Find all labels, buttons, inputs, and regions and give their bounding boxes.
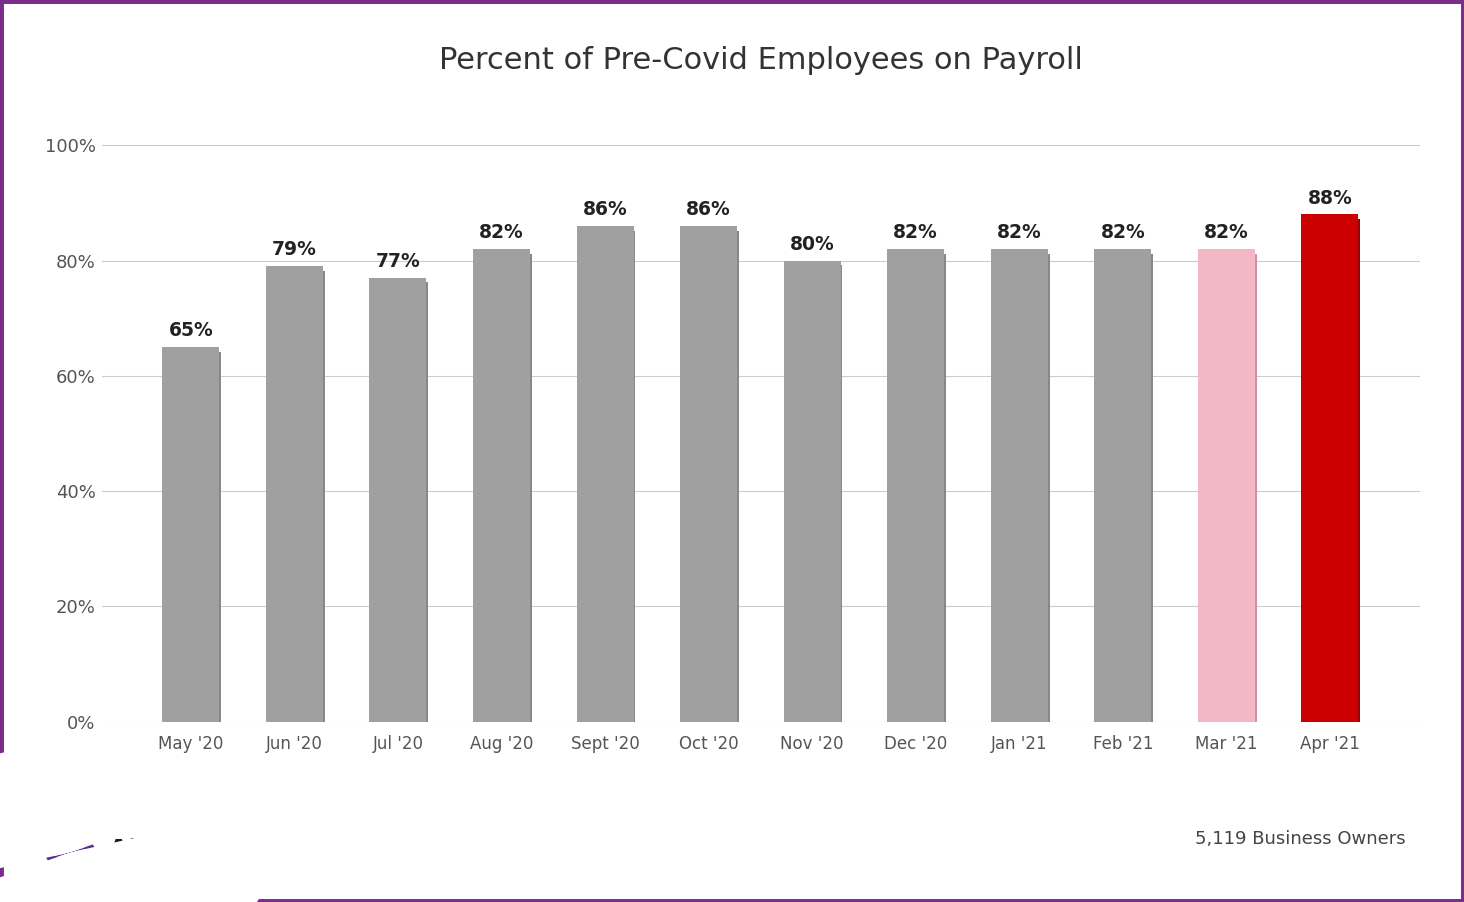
Bar (473, 249, 530, 722)
Text: 5,119 Business Owners: 5,119 Business Owners (1195, 830, 1405, 848)
Bar (1097, 253, 1154, 722)
Bar (682, 231, 739, 722)
Text: Alignable: Alignable (108, 838, 256, 867)
Text: 82%: 82% (1101, 223, 1145, 242)
Text: 82%: 82% (1203, 223, 1249, 242)
Text: 86%: 86% (583, 200, 628, 219)
Bar (786, 265, 842, 722)
Bar (578, 231, 635, 722)
Bar (1094, 249, 1151, 722)
Bar (783, 261, 840, 722)
Bar (887, 249, 944, 722)
Bar (372, 282, 429, 722)
Text: 79%: 79% (272, 241, 316, 260)
Bar (991, 249, 1048, 722)
Bar (164, 352, 221, 722)
Text: 77%: 77% (376, 252, 420, 271)
Text: 82%: 82% (479, 223, 524, 242)
Text: 65%: 65% (168, 321, 214, 340)
Bar (1198, 249, 1255, 722)
Bar (681, 226, 736, 722)
Bar (993, 253, 1050, 722)
Text: 88%: 88% (1307, 189, 1353, 207)
Bar (1199, 253, 1256, 722)
Bar (369, 278, 426, 722)
Bar (163, 347, 220, 722)
Bar (474, 253, 531, 722)
Text: 82%: 82% (893, 223, 938, 242)
Bar (266, 266, 324, 722)
Title: Percent of Pre-Covid Employees on Payroll: Percent of Pre-Covid Employees on Payrol… (439, 46, 1083, 75)
Bar (1301, 215, 1359, 722)
Bar (268, 271, 325, 722)
Text: 82%: 82% (997, 223, 1041, 242)
Bar (889, 253, 946, 722)
Bar (577, 226, 634, 722)
Text: 86%: 86% (687, 200, 731, 219)
Text: 80%: 80% (789, 235, 834, 253)
Bar (1303, 219, 1360, 722)
